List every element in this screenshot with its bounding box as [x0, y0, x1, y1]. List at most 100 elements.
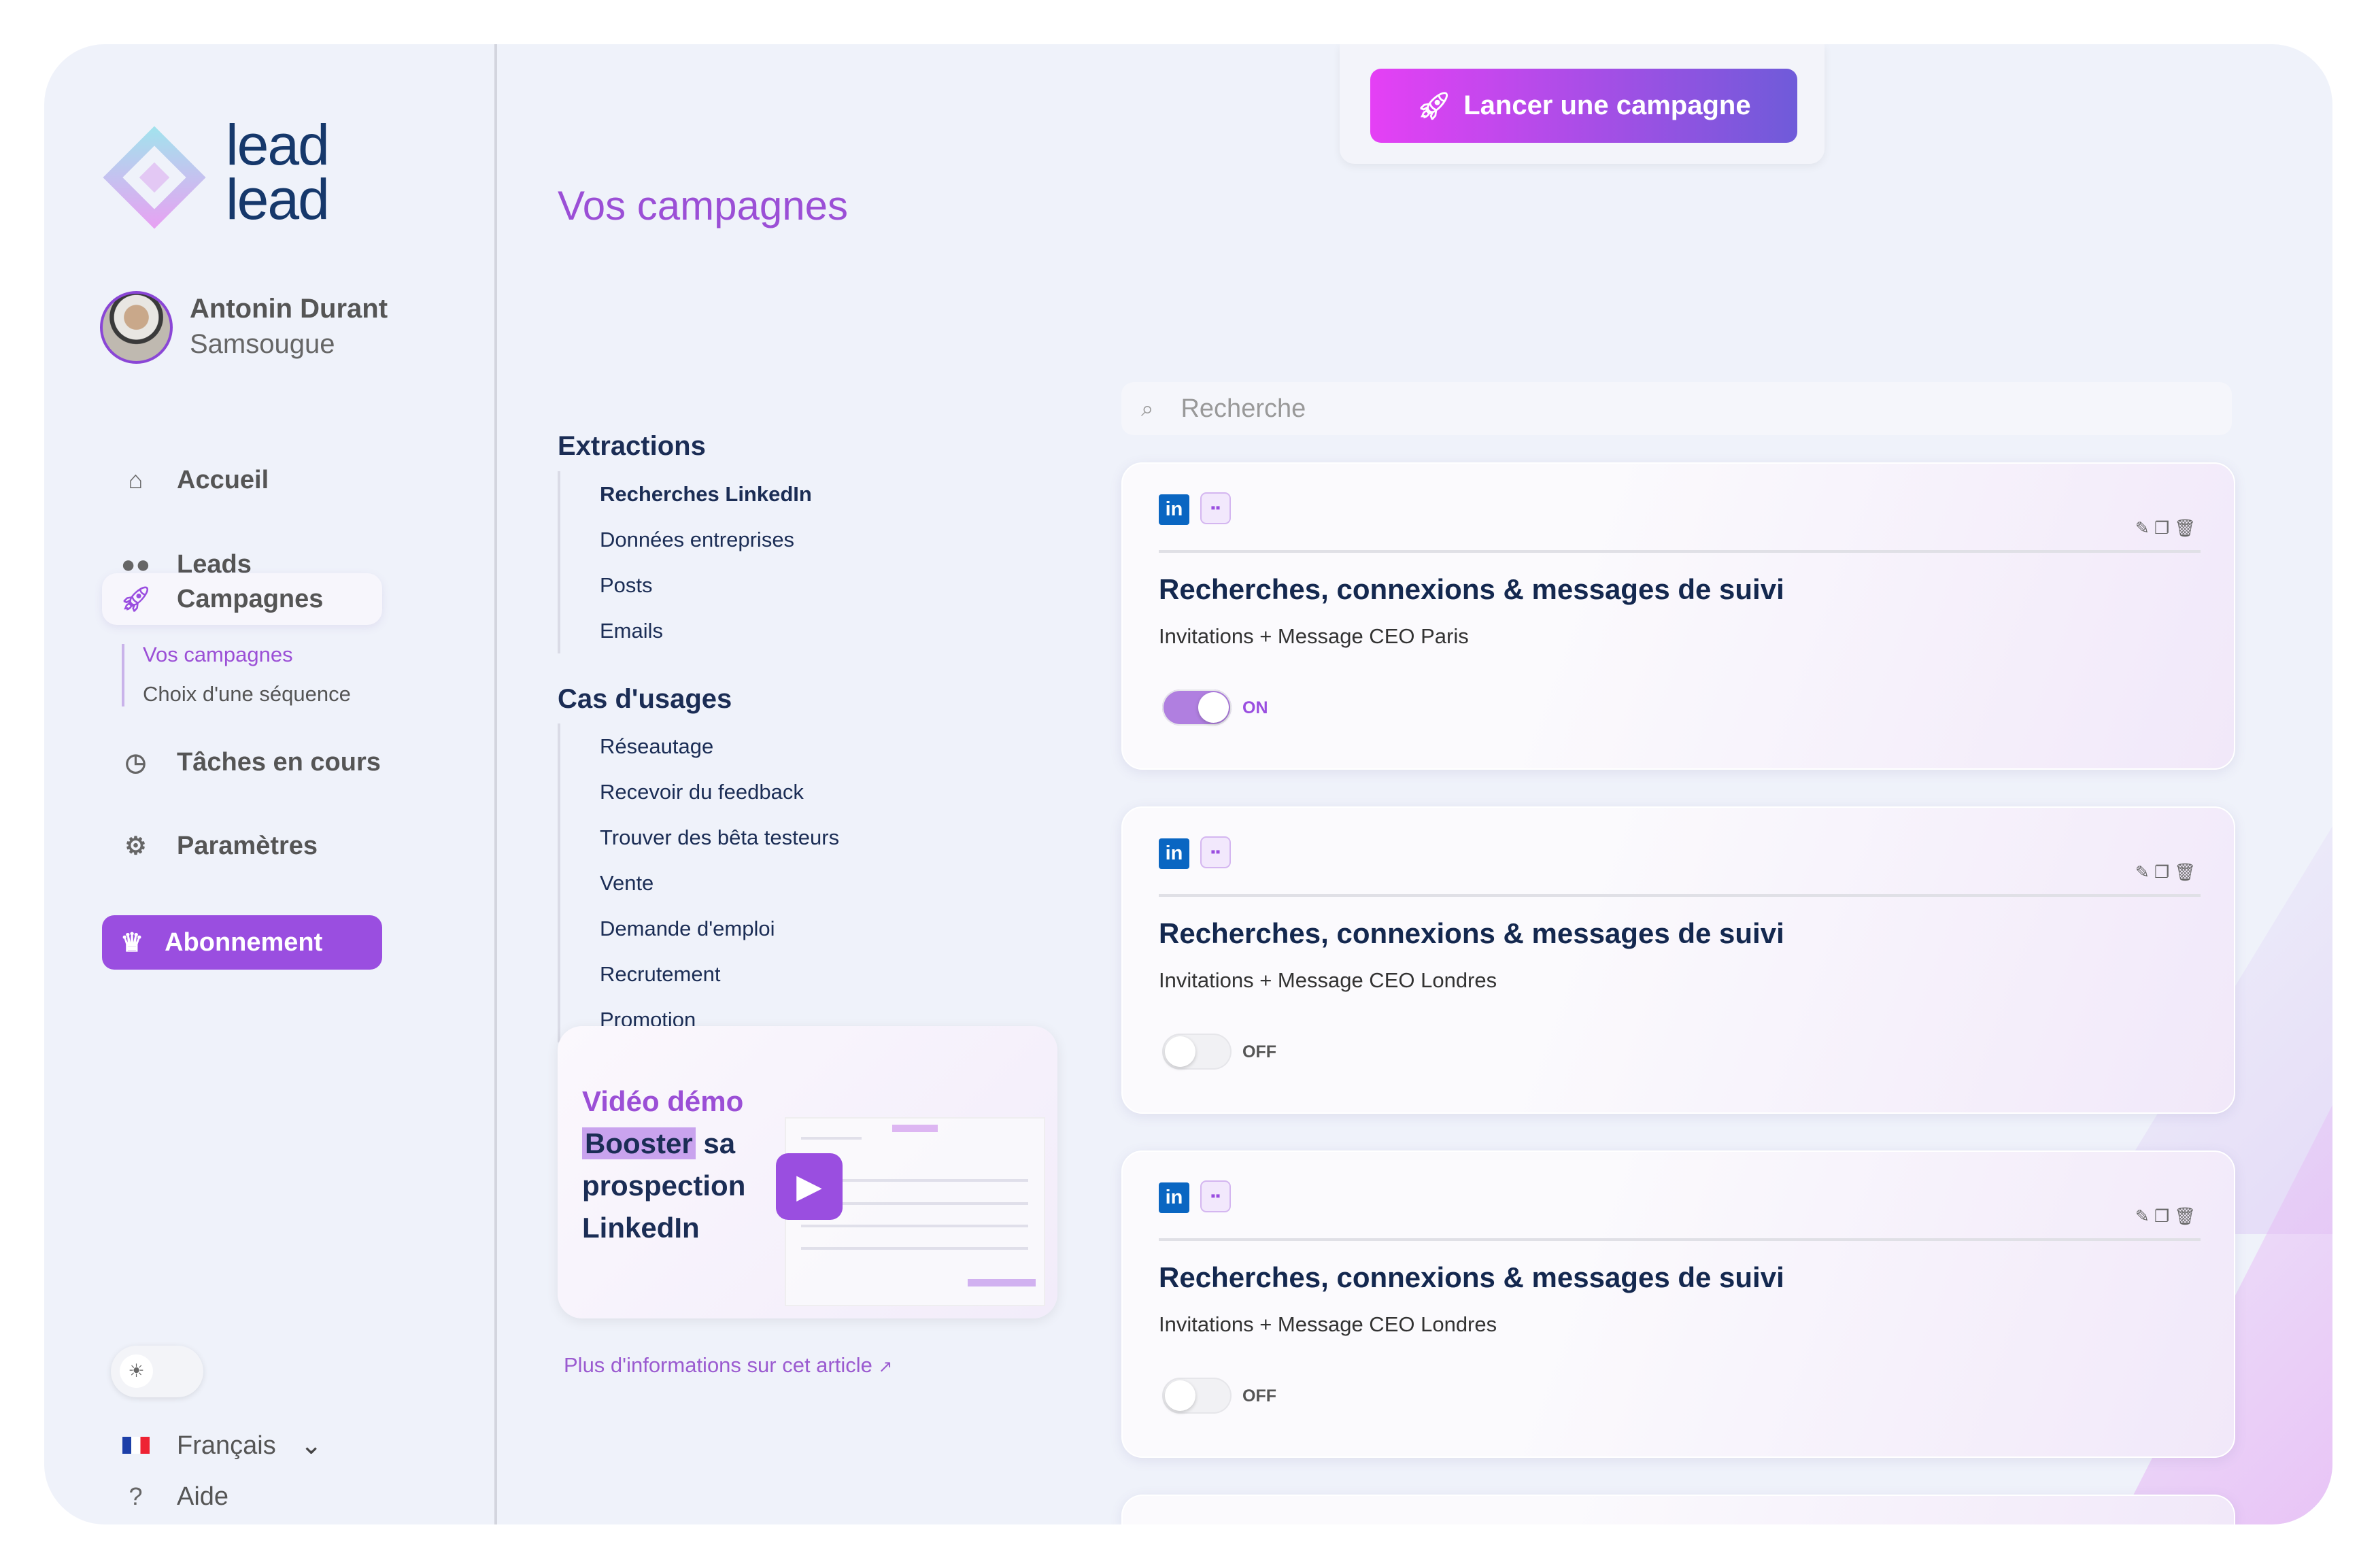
video-line: Vidéo démo — [582, 1085, 744, 1117]
campaign-title: Recherches, connexions & messages de sui… — [1159, 1261, 1784, 1293]
list-item[interactable]: Trouver des bêta testeurs — [600, 825, 840, 849]
campaign-card[interactable]: in ▪▪ ✎❐🗑︎ Recherches, connexions & messa… — [1121, 462, 2235, 770]
sun-icon: ☀ — [120, 1354, 153, 1388]
toggle-status: OFF — [1242, 1042, 1276, 1061]
edit-icon[interactable]: ✎ — [2135, 1207, 2154, 1226]
more-info-link[interactable]: Plus d'informations sur cet article ↗ — [564, 1353, 892, 1379]
card-actions: ✎❐🗑︎ — [2135, 862, 2201, 883]
avatar[interactable] — [100, 291, 173, 364]
user-company: Samsougue — [190, 329, 335, 359]
page-title: Vos campagnes — [558, 183, 848, 228]
message-icon: ▪▪ — [1200, 1180, 1231, 1212]
extractions-heading: Extractions — [558, 431, 706, 461]
trash-icon[interactable]: 🗑︎ — [2174, 863, 2201, 882]
campaign-card-partial[interactable] — [1121, 1495, 2235, 1524]
sidebar-divider — [494, 44, 497, 1524]
demo-video-card[interactable]: Vidéo démo Booster sa prospection Linked… — [558, 1026, 1057, 1318]
edit-icon[interactable]: ✎ — [2135, 519, 2154, 538]
campaign-title: Recherches, connexions & messages de sui… — [1159, 917, 1784, 949]
app-window: lead lead Antonin Durant Samsougue ⌂ Accue… — [44, 44, 2332, 1524]
video-line: prospection — [582, 1170, 746, 1201]
launch-card: 🚀︎ Lancer une campagne — [1340, 44, 1825, 164]
rocket-icon: 🚀︎ — [1416, 91, 1452, 121]
extractions-list: Recherches LinkedIn Données entreprises … — [558, 471, 812, 653]
user-name: Antonin Durant — [190, 294, 388, 324]
campaign-toggle[interactable] — [1162, 1034, 1232, 1070]
video-line: LinkedIn — [582, 1212, 700, 1244]
list-item[interactable]: Recevoir du feedback — [600, 780, 804, 804]
language-select[interactable]: Français ⌄ — [102, 1420, 382, 1471]
nav-label: Tâches en cours — [177, 748, 381, 777]
search-placeholder: Recherche — [1181, 394, 1306, 423]
card-actions: ✎❐🗑︎ — [2135, 1206, 2201, 1227]
duplicate-icon[interactable]: ❐ — [2154, 863, 2175, 882]
campaign-subtitle: Invitations + Message CEO Londres — [1159, 968, 1497, 992]
home-icon: ⌂ — [128, 466, 143, 494]
linkedin-icon: in — [1159, 494, 1189, 525]
list-item[interactable]: Emails — [600, 619, 664, 643]
video-highlight: Booster — [582, 1127, 696, 1159]
sidebar-item-campagnes[interactable]: 🚀︎ Campagnes — [102, 573, 382, 625]
search-input[interactable]: ⌕ Recherche — [1121, 382, 2232, 435]
submenu-vos-campagnes[interactable]: Vos campagnes — [143, 643, 293, 666]
campaign-card[interactable]: in ▪▪ ✎❐🗑︎ Recherches, connexions & messa… — [1121, 806, 2235, 1114]
campaign-subtitle: Invitations + Message CEO Londres — [1159, 1312, 1497, 1336]
external-link-icon: ↗ — [878, 1357, 893, 1376]
linkedin-icon: in — [1159, 838, 1189, 869]
launch-label: Lancer une campagne — [1463, 90, 1751, 120]
help-link[interactable]: ? Aide — [102, 1471, 382, 1522]
nav-label: Campagnes — [177, 585, 324, 613]
list-item[interactable]: Posts — [600, 573, 653, 597]
linkedin-icon: in — [1159, 1182, 1189, 1213]
message-icon: ▪▪ — [1200, 492, 1231, 524]
list-item[interactable]: Vente — [600, 871, 654, 895]
duplicate-icon[interactable]: ❐ — [2154, 1207, 2175, 1226]
play-icon[interactable]: ▶ — [776, 1153, 843, 1220]
campaign-card[interactable]: in ▪▪ ✎❐🗑︎ Recherches, connexions & messa… — [1121, 1151, 2235, 1458]
help-icon: ? — [129, 1482, 143, 1510]
theme-toggle[interactable]: ☀ — [111, 1346, 203, 1397]
search-icon: ⌕ — [1141, 395, 1154, 421]
rocket-icon: 🚀︎ — [120, 585, 152, 613]
logo-line: lead — [226, 167, 330, 231]
more-info-label: Plus d'informations sur cet article — [564, 1353, 872, 1377]
list-item[interactable]: Recherches LinkedIn — [600, 482, 812, 506]
help-label: Aide — [177, 1482, 229, 1511]
trash-icon[interactable]: 🗑︎ — [2174, 519, 2201, 538]
sidebar-item-parametres[interactable]: ⚙ Paramètres — [102, 820, 382, 872]
timer-icon: ◷ — [124, 748, 147, 776]
campaign-toggle[interactable] — [1162, 1378, 1232, 1414]
duplicate-icon[interactable]: ❐ — [2154, 519, 2175, 538]
toggle-status: OFF — [1242, 1386, 1276, 1405]
launch-campaign-button[interactable]: 🚀︎ Lancer une campagne — [1370, 69, 1797, 143]
submenu-choix-sequence[interactable]: Choix d'une séquence — [143, 682, 351, 706]
nav-label: Accueil — [177, 466, 269, 494]
crown-icon: ♛ — [120, 928, 144, 957]
flag-fr-icon — [120, 1431, 151, 1461]
video-line: sa — [695, 1127, 736, 1159]
list-item[interactable]: Données entreprises — [600, 528, 795, 551]
video-title: Vidéo démo Booster sa prospection Linked… — [582, 1080, 745, 1249]
trash-icon[interactable]: 🗑︎ — [2174, 1207, 2201, 1226]
subscription-label: Abonnement — [165, 927, 323, 957]
logo-line: lead — [226, 113, 330, 177]
sidebar-item-accueil[interactable]: ⌂ Accueil — [102, 454, 382, 506]
sidebar-item-taches[interactable]: ◷ Tâches en cours — [102, 736, 394, 788]
campaign-title: Recherches, connexions & messages de sui… — [1159, 573, 1784, 605]
edit-icon[interactable]: ✎ — [2135, 863, 2154, 882]
logo-icon — [103, 126, 206, 229]
use-cases-list: Réseautage Recevoir du feedback Trouver … — [558, 723, 839, 1042]
use-cases-heading: Cas d'usages — [558, 684, 732, 714]
campaign-subtitle: Invitations + Message CEO Paris — [1159, 624, 1469, 648]
campaign-toggle[interactable] — [1162, 689, 1232, 726]
subscription-button[interactable]: ♛ Abonnement — [102, 915, 382, 970]
list-item[interactable]: Demande d'emploi — [600, 917, 775, 940]
list-item[interactable]: Recrutement — [600, 962, 721, 986]
logo-text: lead lead — [226, 113, 330, 231]
chevron-down-icon: ⌄ — [300, 1431, 322, 1460]
language-label: Français — [177, 1431, 276, 1460]
list-item[interactable]: Réseautage — [600, 734, 714, 758]
nav-label: Paramètres — [177, 832, 318, 860]
card-divider — [1159, 894, 2201, 897]
submenu-line — [122, 644, 124, 706]
